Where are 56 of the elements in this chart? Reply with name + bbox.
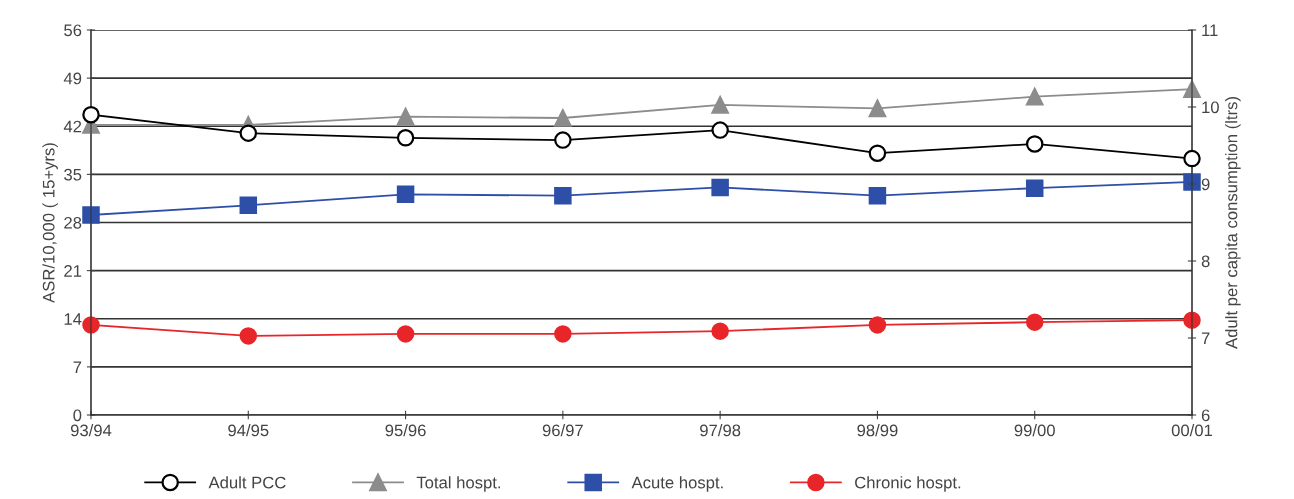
x-tick-label: 00/01 (1171, 424, 1213, 437)
y-tick-label: 0 (73, 409, 82, 422)
y-tick-label: 28 (64, 216, 82, 229)
y-tick-label: 56 (64, 24, 82, 37)
y2-tick-label: 10 (1202, 101, 1219, 114)
legend-label: Chronic hospt. (855, 476, 961, 492)
point (1183, 173, 1201, 191)
y-tick-label: 42 (63, 120, 82, 133)
y2-tick-label: 8 (1201, 255, 1210, 268)
y-tick-label: 21 (64, 265, 82, 277)
y-tick-label: 49 (63, 72, 82, 85)
x-tick-label: 97/98 (700, 424, 741, 437)
y2-tick-label: 9 (1201, 178, 1210, 191)
point (239, 327, 258, 345)
point (554, 109, 572, 127)
x-tick-label: 96/97 (542, 424, 583, 437)
y2-tick-label: 7 (1201, 332, 1210, 345)
y-tick-label: 35 (64, 168, 82, 181)
y2-tick-label: 11 (1202, 24, 1218, 37)
point (82, 105, 100, 124)
point (554, 186, 572, 205)
point (554, 131, 572, 149)
point (82, 206, 100, 224)
point (868, 186, 887, 205)
point (711, 322, 729, 340)
point (554, 325, 572, 343)
legend-label: Acute hospt. (631, 476, 723, 492)
point (396, 107, 415, 126)
legend-label: Adult PCC (208, 476, 286, 489)
point (1025, 179, 1044, 197)
point (711, 178, 729, 197)
y2-tick-label: 6 (1201, 409, 1210, 422)
point (711, 96, 729, 114)
x-tick-label: 98/99 (857, 424, 898, 437)
y2-axis-title: Adult per capita consumption (ltrs) (1225, 97, 1241, 349)
y-tick-label: 7 (73, 361, 82, 373)
point (396, 325, 415, 343)
x-tick-label: 95/96 (385, 424, 426, 437)
point (1025, 313, 1044, 331)
point (711, 121, 729, 139)
x-tick-label: 99/00 (1014, 424, 1055, 437)
y-tick-label: 14 (64, 313, 82, 325)
point (239, 196, 258, 215)
point (868, 144, 887, 162)
y-axis-title: ASR/10,000 ( 15+yrs) (42, 143, 58, 303)
point (1025, 135, 1044, 153)
point (1025, 87, 1044, 106)
point (868, 316, 887, 334)
point (239, 124, 258, 142)
point (396, 185, 415, 204)
x-tick-label: 94/95 (228, 424, 269, 437)
point (868, 99, 887, 118)
legend-label: Total hospt. (416, 476, 501, 492)
x-tick-label: 93/94 (70, 424, 112, 437)
point (396, 129, 415, 147)
point (1183, 149, 1201, 168)
